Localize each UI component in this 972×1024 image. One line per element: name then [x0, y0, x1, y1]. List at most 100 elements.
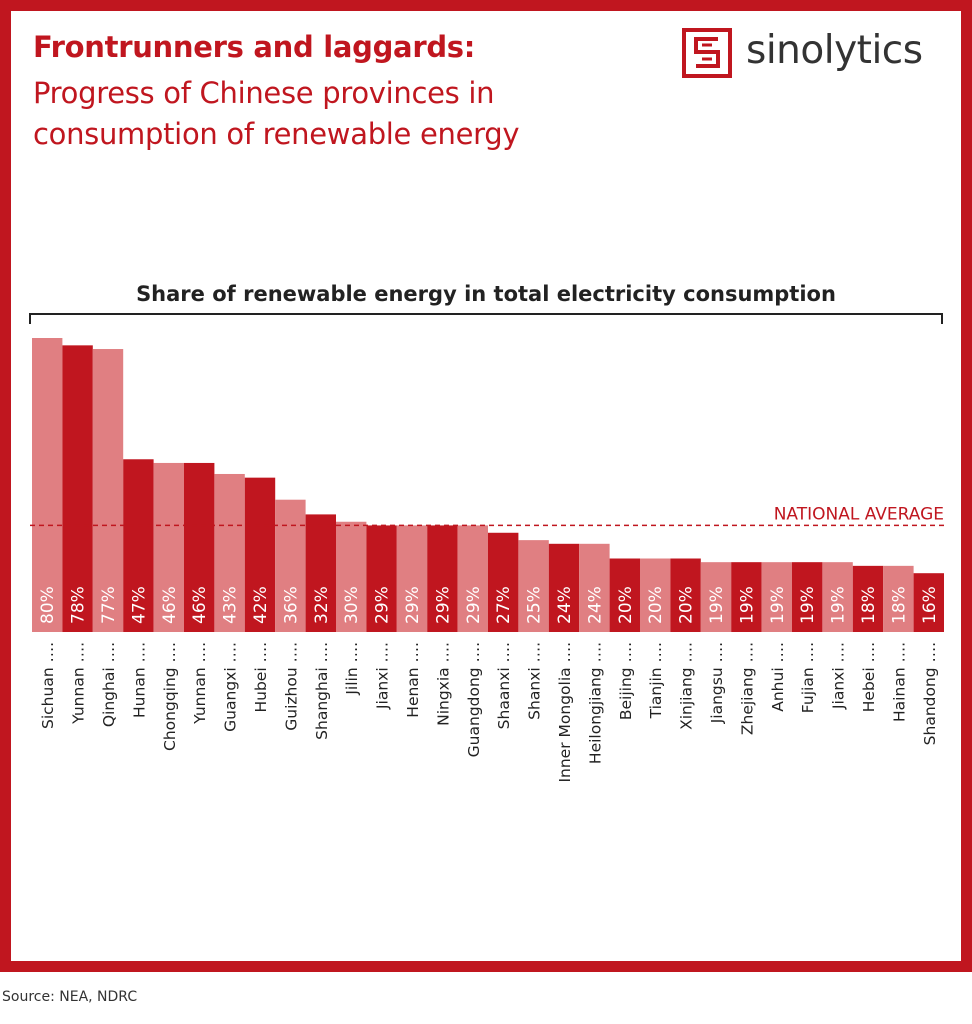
category-label: Yunnan …. [191, 642, 209, 725]
category-label: Inner Mongolia …. [556, 642, 574, 783]
bar-value-label: 25% [525, 586, 545, 624]
bar-value-label: 46% [160, 586, 180, 624]
bar-value-label: 19% [798, 586, 818, 624]
bar-value-label: 20% [616, 586, 636, 624]
bar-14 [427, 525, 458, 632]
category-label: Hainan …. [890, 642, 908, 722]
bar-value-label: 30% [342, 586, 362, 624]
bar-1 [32, 338, 63, 632]
bar-3 [92, 349, 124, 632]
category-label: Hunan …. [130, 642, 148, 718]
category-label: Henan …. [404, 642, 422, 718]
category-label: Xinjiang …. [678, 642, 696, 730]
bar-27 [822, 562, 853, 632]
category-label: Hebei …. [860, 642, 878, 712]
category-label: Guangxi …. [222, 642, 240, 732]
category-label: Jilin …. [343, 642, 361, 696]
category-label: Hubei …. [252, 642, 270, 713]
bar-16 [488, 532, 519, 632]
national-average-label: NATIONAL AVERAGE [774, 504, 944, 524]
category-label: Sichuan …. [39, 642, 57, 729]
bar-25 [761, 562, 792, 632]
bar-2 [62, 345, 93, 632]
bar-value-label: 19% [737, 586, 757, 624]
bar-value-label: 29% [373, 586, 393, 624]
bar-value-label: 20% [677, 586, 697, 624]
bar-value-label: 46% [190, 586, 210, 624]
category-label: Beijing …. [617, 642, 635, 720]
chart-heading: Share of renewable energy in total elect… [136, 282, 836, 306]
bar-18 [548, 543, 580, 632]
bar-value-label: 24% [585, 586, 605, 624]
bar-value-label: 19% [707, 586, 727, 624]
source-note: Source: NEA, NDRC [2, 989, 138, 1005]
category-label: Shanxi …. [526, 642, 544, 720]
bar-10 [305, 514, 336, 632]
brand-name: sinolytics [746, 28, 923, 73]
bar-value-label: 27% [494, 586, 514, 624]
category-label: Qinghai …. [100, 642, 118, 727]
bar-value-label: 78% [69, 586, 89, 624]
category-label: Heilongjiang …. [586, 642, 604, 764]
category-label: Shandong …. [921, 642, 939, 745]
bar-value-label: 19% [829, 586, 849, 624]
bar-28 [852, 565, 884, 632]
bar-4 [123, 459, 154, 632]
bar-value-label: 43% [221, 586, 241, 624]
bar-value-label: 18% [889, 586, 909, 624]
bar-21 [640, 558, 671, 632]
bar-value-label: 29% [464, 586, 484, 624]
category-label: Shaanxi …. [495, 642, 513, 729]
category-label: Jiangsu …. [708, 642, 726, 724]
category-label: Guangdong …. [465, 642, 483, 757]
bar-24 [731, 562, 762, 632]
bar-26 [792, 562, 823, 632]
bar-value-label: 20% [646, 586, 666, 624]
heading-bracket [29, 313, 943, 324]
bar-22 [670, 558, 701, 632]
category-label: Jianxi …. [374, 642, 392, 710]
bar-value-label: 77% [99, 586, 119, 624]
bar-8 [244, 477, 276, 632]
bar-11 [336, 521, 367, 632]
bar-value-label: 19% [768, 586, 788, 624]
bar-value-label: 32% [312, 586, 332, 624]
bar-13 [396, 525, 428, 632]
bar-chart: NATIONAL AVERAGE 80% 78% 77% 47% 46% 46% 43% 42… [29, 313, 946, 783]
bar-value-label: 18% [859, 586, 879, 624]
bar-value-label: 16% [920, 586, 940, 624]
category-label: Jianxi …. [830, 642, 848, 710]
chart-title: Frontrunners and laggards: [33, 30, 476, 64]
bar-9 [275, 499, 306, 632]
bar-5 [153, 462, 184, 632]
category-label: Ningxia …. [434, 642, 452, 726]
bar-15 [457, 525, 488, 632]
category-label: Guizhou …. [282, 642, 300, 731]
bar-value-label: 47% [129, 586, 149, 624]
bar-19 [579, 543, 610, 632]
bar-29 [883, 565, 914, 632]
bar-value-label: 42% [251, 586, 271, 624]
category-label: Chongqing …. [161, 642, 179, 751]
bar-23 [700, 562, 732, 632]
bar-value-label: 36% [281, 586, 301, 624]
category-label: Yunnan …. [70, 642, 88, 725]
sinolytics-logo-icon [682, 28, 732, 78]
category-label: Zhejiang …. [738, 642, 756, 735]
bar-value-label: 80% [38, 586, 58, 624]
category-label: Tianjin …. [647, 642, 665, 719]
bar-17 [518, 540, 549, 633]
bar-7 [214, 473, 245, 633]
bar-20 [609, 558, 640, 632]
bar-12 [366, 525, 397, 632]
bar-value-label: 29% [433, 586, 453, 624]
category-label: Fujian …. [799, 642, 817, 713]
bar-6 [184, 462, 215, 632]
category-label: Anhui …. [769, 642, 787, 712]
category-label: Shanghai …. [313, 642, 331, 740]
chart-subtitle-line-1: Progress of Chinese provinces in [33, 76, 495, 110]
bar-value-label: 24% [555, 586, 575, 624]
bar-30 [913, 573, 944, 632]
chart-subtitle-line-2: consumption of renewable energy [33, 117, 520, 151]
bar-value-label: 29% [403, 586, 423, 624]
